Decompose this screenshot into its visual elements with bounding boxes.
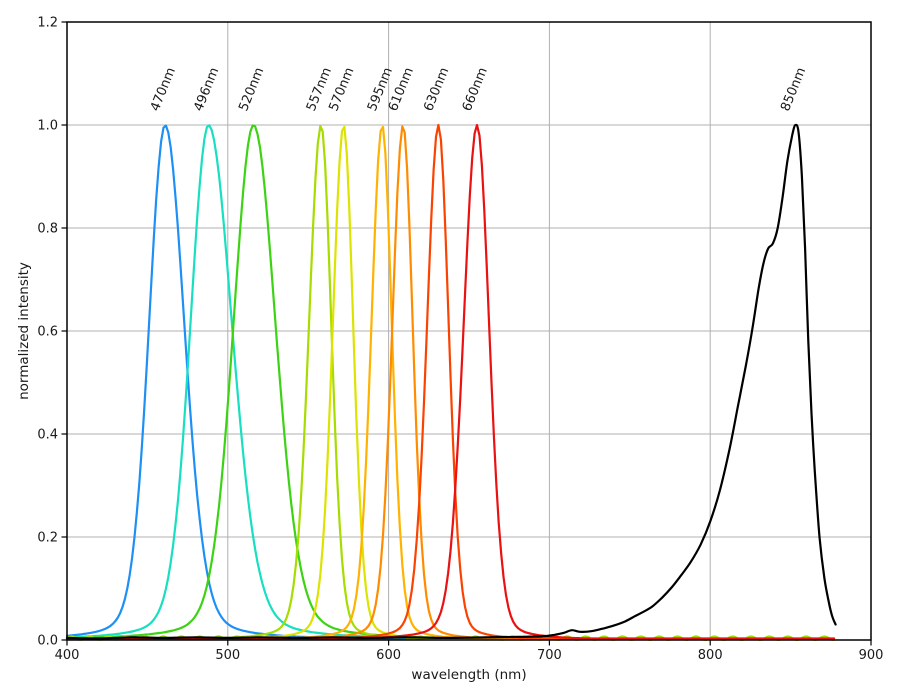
x-tick-label-700: 700 (537, 648, 562, 663)
y-tick-label-0.4: 0.4 (37, 428, 58, 443)
y-tick-label-0.6: 0.6 (37, 325, 58, 340)
y-tick-label-1.2: 1.2 (37, 16, 58, 31)
y-tick-label-0.2: 0.2 (37, 531, 58, 546)
peak-label-630nm: 630nm (421, 65, 452, 113)
series-curve-630nm (65, 123, 836, 640)
y-axis-label: normalized intensity (16, 262, 32, 400)
series-curve-850nm (65, 123, 837, 640)
x-tick-label-900: 900 (859, 648, 884, 663)
peak-label-470nm: 470nm (148, 65, 179, 113)
y-tick-label-0.8: 0.8 (37, 222, 58, 237)
peak-label-660nm: 660nm (460, 65, 491, 113)
peak-label-520nm: 520nm (236, 65, 267, 113)
x-tick-label-600: 600 (376, 648, 401, 663)
x-tick-label-400: 400 (55, 648, 80, 663)
x-tick-label-500: 500 (215, 648, 240, 663)
x-tick-label-800: 800 (698, 648, 723, 663)
peak-label-850nm: 850nm (778, 65, 809, 113)
peak-label-496nm: 496nm (191, 65, 222, 113)
y-tick-label-0.0: 0.0 (37, 634, 58, 649)
x-axis-label: wavelength (nm) (411, 667, 527, 683)
y-tick-label-1.0: 1.0 (37, 119, 58, 134)
